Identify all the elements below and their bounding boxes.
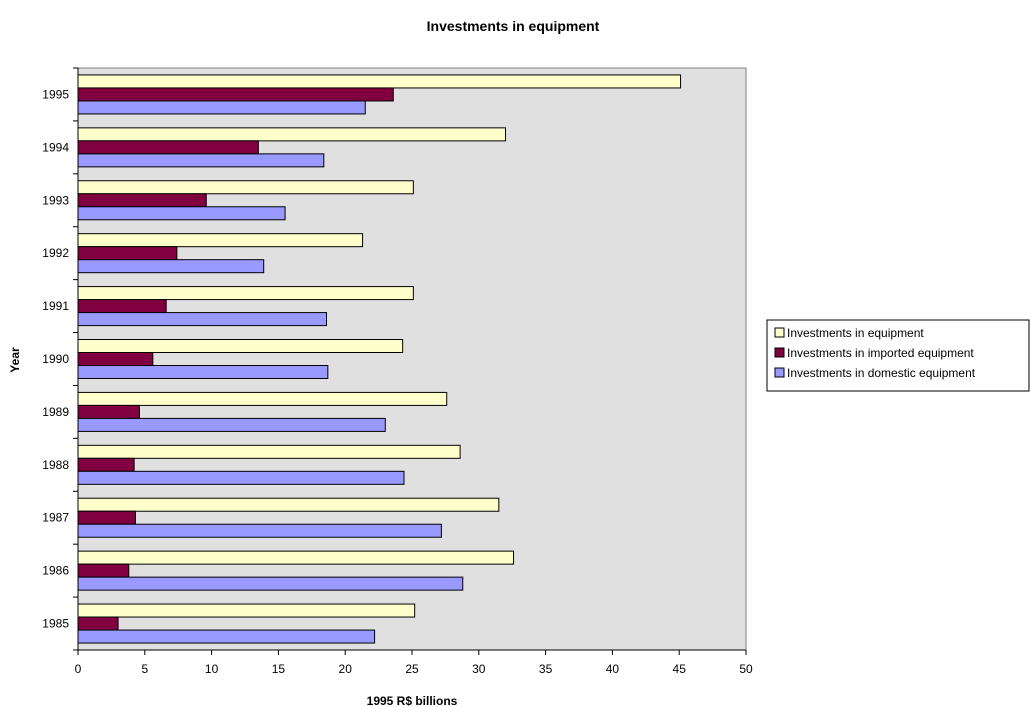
bar-1985-series-3 — [77, 629, 376, 644]
bar-1989-series-2 — [77, 404, 140, 419]
bar-1990-series-3 — [77, 365, 329, 379]
bar-1995-series-2 — [77, 87, 394, 102]
bar-1995-series-1 — [77, 74, 682, 89]
bar-1988-series-2 — [77, 457, 135, 472]
x-tick-label: 50 — [739, 662, 753, 676]
x-tick-label: 20 — [339, 662, 353, 676]
bar-1991-series-2 — [77, 299, 167, 314]
bar-1992-series-3 — [77, 259, 265, 274]
bar-1986-series-1 — [77, 550, 515, 565]
bar-1991-series-1 — [77, 286, 414, 301]
bar-1994-series-2 — [77, 140, 259, 155]
legend: Investments in equipment Investments in i… — [774, 326, 976, 380]
x-tick-label: 40 — [606, 662, 620, 676]
bar-1990-series-2 — [77, 352, 154, 366]
y-tick-label: 1995 — [42, 87, 69, 101]
bar-1989-series-3 — [77, 417, 386, 432]
legend-swatch — [774, 367, 785, 378]
bar-1993-series-3 — [77, 206, 286, 221]
bar-1986-series-2 — [77, 563, 130, 578]
bar-1985-series-1 — [77, 603, 416, 618]
x-tick-label: 10 — [205, 662, 219, 676]
chart-title: Investments in equipment — [427, 18, 600, 34]
x-tick-label: 0 — [75, 662, 82, 676]
bar-1990-series-1 — [77, 339, 404, 353]
bar-1993-series-2 — [77, 193, 207, 208]
x-tick-label: 45 — [673, 662, 687, 676]
axes-layer: 1985 1986 1987 1988 1989 1990 1991 1992 1993 1994… — [42, 67, 753, 676]
y-tick-label: 1993 — [42, 193, 69, 207]
legend-swatch — [774, 347, 785, 358]
y-tick-label: 1994 — [42, 140, 69, 154]
x-tick-label: 5 — [141, 662, 148, 676]
legend-box — [766, 319, 1030, 392]
legend-swatch — [774, 327, 785, 338]
bar-1992-series-2 — [77, 246, 178, 261]
x-tick-label: 25 — [405, 662, 419, 676]
bar-1994-series-3 — [77, 153, 325, 168]
x-axis-title: 1995 R$ billions — [367, 694, 458, 707]
bar-1988-series-3 — [77, 470, 405, 485]
legend-label: Investments in imported equipment — [787, 346, 974, 360]
bar-1985-series-2 — [77, 616, 119, 631]
bar-1987-series-2 — [77, 510, 136, 525]
x-tick-label: 15 — [272, 662, 286, 676]
bar-1989-series-1 — [77, 391, 448, 406]
y-tick-label: 1991 — [42, 299, 69, 313]
bar-1993-series-1 — [77, 180, 414, 195]
x-tick-label: 30 — [472, 662, 486, 676]
y-tick-label: 1989 — [42, 405, 69, 419]
legend-label: Investments in domestic equipment — [787, 366, 976, 380]
bars-layer — [77, 74, 682, 644]
bar-1994-series-1 — [77, 127, 507, 142]
y-axis-title: Year — [8, 347, 22, 373]
y-tick-label: 1985 — [42, 617, 69, 631]
y-tick-label: 1988 — [42, 458, 69, 472]
bar-1986-series-3 — [77, 576, 464, 591]
bar-1987-series-3 — [77, 523, 442, 538]
x-tick-label: 35 — [539, 662, 553, 676]
bar-1988-series-1 — [77, 444, 461, 459]
legend-label: Investments in equipment — [787, 326, 924, 340]
bar-1992-series-1 — [77, 233, 364, 248]
y-tick-label: 1992 — [42, 246, 69, 260]
bar-1995-series-3 — [77, 100, 366, 115]
bar-1991-series-3 — [77, 312, 327, 327]
y-tick-label: 1987 — [42, 511, 69, 525]
y-tick-label: 1986 — [42, 564, 69, 578]
y-tick-label: 1990 — [42, 352, 69, 366]
bar-1987-series-1 — [77, 497, 500, 512]
